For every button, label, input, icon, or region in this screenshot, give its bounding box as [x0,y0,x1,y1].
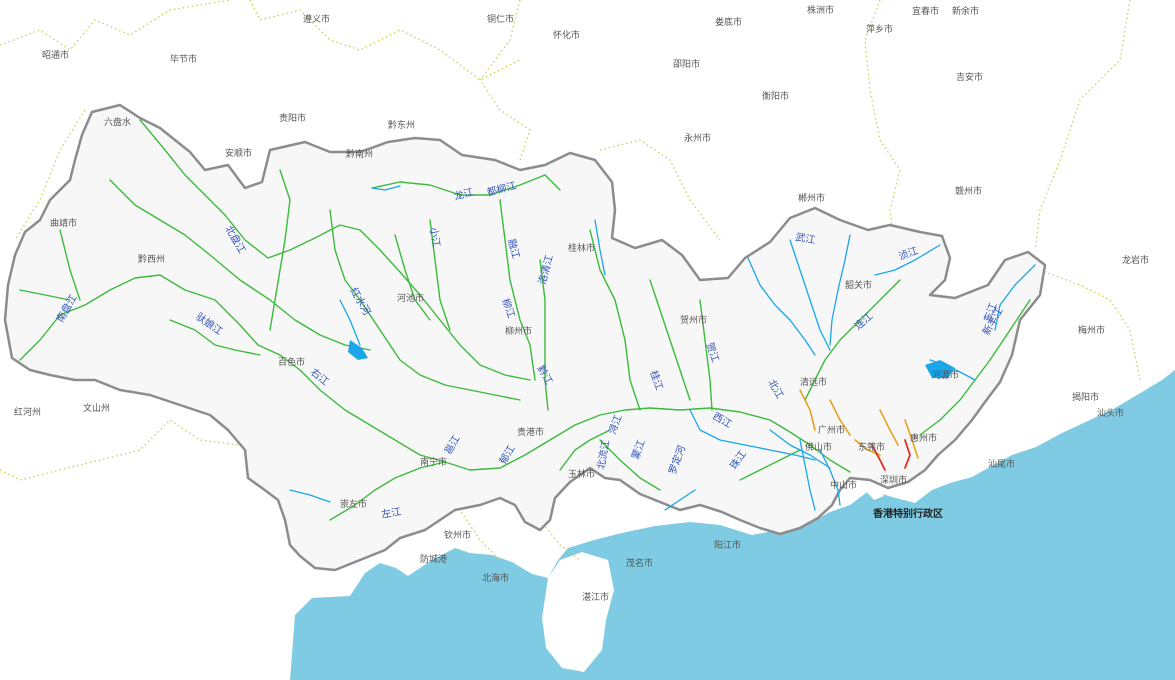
reservoirs [348,340,955,378]
river-label: 武江 [794,230,816,246]
city-label: 韶关市 [845,279,872,291]
city-label: 安顺市 [225,147,252,159]
city-label: 株洲市 [807,4,834,16]
city-label: 柳州市 [505,325,532,337]
city-label: 娄底市 [715,16,742,28]
city-label: 遵义市 [303,13,330,25]
city-labels: 遵义市 铜仁市 怀化市 娄底市 株洲市 宜春市 新余市 萍乡市 昭通市 毕节市 … [14,4,1149,603]
city-label: 萍乡市 [866,23,893,35]
city-label: 汕尾市 [988,458,1015,470]
river-label: 左江 [380,505,402,521]
city-label: 龙岩市 [1122,254,1149,266]
river-label: 融江 [505,238,522,260]
city-label: 贵阳市 [279,112,306,124]
city-label: 新余市 [952,5,979,17]
city-label: 贺州市 [680,314,707,326]
city-label: 深圳市 [880,474,907,486]
city-label: 曲靖市 [50,217,77,229]
city-label: 永州市 [684,132,711,144]
city-label: 北海市 [482,572,509,584]
city-label: 邵阳市 [673,58,700,70]
city-label: 梅州市 [1078,324,1105,336]
city-label: 东莞市 [858,441,885,453]
city-label: 河源市 [932,369,959,381]
city-label: 崇左市 [340,498,367,510]
city-label: 揭阳市 [1072,391,1099,403]
city-label: 玉林市 [568,468,595,480]
province-boundaries [0,0,1141,561]
rivers-mid [19,119,1031,521]
city-label: 百色市 [278,356,305,368]
city-label: 河池市 [397,292,424,304]
city-label: 湛江市 [582,591,609,603]
city-label: 广州市 [818,424,845,436]
city-label: 佛山市 [805,441,832,453]
city-label: 惠州市 [910,432,937,444]
leizhou-peninsula [542,552,614,672]
city-label: 怀化市 [553,29,580,41]
city-label: 铜仁市 [487,13,514,25]
city-label: 赣州市 [955,185,982,197]
city-label: 衡阳市 [762,90,789,102]
city-label: 文山州 [83,402,110,414]
city-label: 六盘水 [104,116,131,128]
city-label: 宜春市 [912,5,939,17]
city-label: 南宁市 [420,456,447,468]
sea [290,370,1175,680]
city-label: 贵港市 [517,426,544,438]
city-label: 吉安市 [956,71,983,83]
coastal-islands [865,488,884,500]
city-label: 毕节市 [170,53,197,65]
city-label: 防城港 [420,553,447,565]
city-label: 昭通市 [42,49,69,61]
city-label: 香港特别行政区 [873,507,943,520]
city-label: 清远市 [800,376,827,388]
city-label: 黔南州 [346,148,373,160]
city-label: 汕头市 [1097,407,1124,419]
city-label: 郴州市 [798,192,825,204]
basin-boundary [3,103,1047,572]
city-label: 茂名市 [626,557,653,569]
river-label: 小江 [427,226,442,248]
city-label: 黔西州 [138,253,165,265]
rivers-peak [871,439,911,471]
city-label: 中山市 [830,479,857,491]
city-label: 阳江市 [714,539,741,551]
city-label: 桂林市 [568,242,595,254]
city-label: 红河州 [14,406,41,418]
city-label: 钦州市 [444,529,471,541]
city-label: 黔东州 [388,119,415,131]
